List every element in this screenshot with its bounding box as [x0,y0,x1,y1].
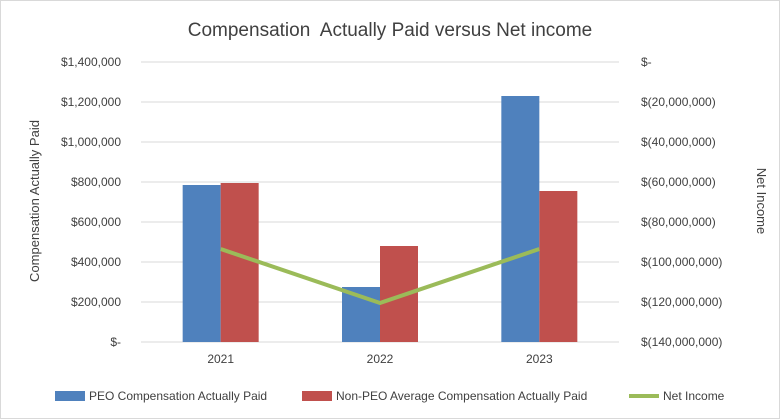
legend: PEO Compensation Actually Paid Non-PEO Av… [55,389,725,403]
y-left-tick-label: $1,000,000 [61,135,121,149]
y-left-tick-label: $1,200,000 [61,95,121,109]
net-income-line [220,247,540,305]
chart-title: Compensation Actually Paid versus Net in… [188,20,592,41]
y-right-axis-title: Net Income [754,168,769,234]
y-right-tick-label: $(20,000,000) [641,95,716,109]
y-right-tick-label: $(140,000,000) [641,335,722,349]
y-left-tick-label: $800,000 [71,175,121,189]
y-left-tick-label: $400,000 [71,255,121,269]
y-left-tick-label: $200,000 [71,295,121,309]
legend-label: PEO Compensation Actually Paid [89,389,267,403]
legend-label: Non-PEO Average Compensation Actually Pa… [336,389,587,403]
x-tick-label: 2023 [526,352,553,366]
y-right-tick-label: $(100,000,000) [641,255,722,269]
y-left-tick-label: $1,400,000 [61,55,121,69]
y-right-tick-label: $(120,000,000) [641,295,722,309]
y-left-axis-title: Compensation Actually Paid [27,120,42,282]
x-tick-label: 2021 [207,352,234,366]
bar [182,185,221,342]
legend-swatch [302,391,332,401]
legend-swatch [55,391,85,401]
bar [220,183,259,342]
x-tick-label: 2022 [367,352,394,366]
bar [501,96,540,342]
legend-label: Net Income [663,389,725,403]
y-right-tick-label: $(80,000,000) [641,215,716,229]
y-right-tick-label: $(60,000,000) [641,175,716,189]
y-right-tick-label: $(40,000,000) [641,135,716,149]
y-right-tick-label: $- [641,55,652,69]
bar [539,191,578,342]
y-left-tick-label: $- [110,335,121,349]
y-left-tick-label: $600,000 [71,215,121,229]
